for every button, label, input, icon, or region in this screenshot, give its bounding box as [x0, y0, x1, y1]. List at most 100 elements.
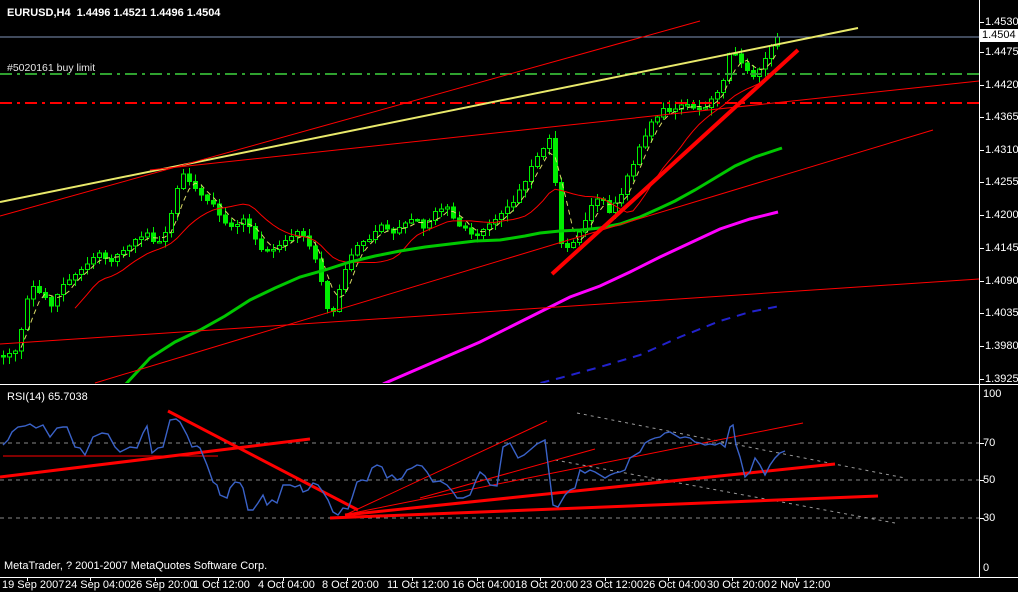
main-plot-layer: [1, 32, 783, 383]
green-ma: [124, 146, 783, 383]
candle-up: [235, 224, 240, 228]
chart-title: EURUSD,H4 1.4496 1.4521 1.4496 1.4504: [7, 7, 221, 19]
candle-down: [415, 218, 420, 222]
candle-up: [337, 289, 342, 312]
candle-up: [79, 269, 84, 275]
candle-up: [619, 194, 624, 204]
candle-up: [19, 329, 24, 352]
rsi-panel-area[interactable]: [0, 385, 979, 577]
time-axis-label: 2 Nov 12:00: [771, 579, 831, 591]
candle-down: [199, 188, 204, 196]
blue-dashed-line: [536, 305, 781, 383]
candle-up: [625, 175, 630, 196]
candle-down: [265, 249, 270, 252]
red-trendline-thick: [550, 48, 800, 276]
time-axis-label: 18 Oct 20:00: [515, 579, 578, 591]
time-axis-label: 1 Oct 12:00: [193, 579, 250, 591]
candle-up: [55, 294, 60, 307]
candle-down: [109, 257, 114, 263]
candle-up: [271, 249, 276, 252]
candle-down: [697, 107, 702, 111]
candle-down: [565, 243, 570, 248]
candle-up: [511, 201, 516, 208]
candle-up: [595, 198, 600, 207]
candle-down: [421, 219, 426, 229]
candle-up: [355, 244, 360, 256]
candle-down: [229, 222, 234, 228]
candle-up: [433, 211, 438, 222]
rsi-axis-label: 50: [983, 474, 996, 486]
candle-up: [289, 235, 294, 241]
red-support-fan: [94, 129, 934, 384]
red-support-long: [0, 278, 980, 345]
price-axis-label: 1.4035: [985, 307, 1018, 319]
candle-up: [523, 181, 528, 191]
candle-up: [373, 231, 378, 240]
candle-up: [277, 245, 282, 251]
candle-down: [211, 199, 216, 205]
candle-up: [541, 148, 546, 157]
candle-down: [301, 230, 306, 237]
candle-up: [145, 232, 150, 238]
price-axis-label: 1.4530: [985, 16, 1018, 28]
rsi-red-asc-shallow: [329, 494, 879, 520]
candle-down: [607, 200, 612, 213]
rsi-axis-label: 70: [983, 437, 996, 449]
candle-up: [445, 206, 450, 210]
candle-up: [481, 229, 486, 236]
candle-up: [547, 138, 552, 150]
yellow-trendline: [0, 27, 859, 203]
candle-down: [247, 218, 252, 227]
candle-up: [121, 249, 126, 256]
candle-down: [667, 107, 672, 113]
candle-down: [313, 245, 318, 260]
candle-up: [379, 224, 384, 233]
rsi-axis-label: 30: [983, 512, 996, 524]
candle-down: [37, 285, 42, 294]
price-axis-label: 1.4200: [985, 209, 1018, 221]
candle-up: [409, 218, 414, 224]
candle-up: [67, 279, 72, 285]
rsi-red-asc-mid: [344, 462, 836, 517]
price-axis-label: 1.4090: [985, 275, 1018, 287]
time-axis-label: 4 Oct 04:00: [258, 579, 315, 591]
candle-down: [553, 138, 558, 183]
candle-up: [505, 206, 510, 215]
ma-slow-red: [74, 69, 778, 309]
candle-up: [127, 245, 132, 251]
candle-up: [367, 238, 372, 242]
price-axis-label: 1.4310: [985, 144, 1018, 156]
candle-down: [745, 62, 750, 72]
candle-down: [325, 280, 330, 309]
candle-up: [7, 352, 12, 358]
price-axis-label: 1.4420: [985, 79, 1018, 91]
candle-up: [397, 227, 402, 234]
rsi-red-desc-thick: [167, 409, 359, 512]
candle-up: [157, 240, 162, 244]
candle-down: [463, 225, 468, 229]
price-axis-label: 1.3980: [985, 340, 1018, 352]
candle-down: [259, 238, 264, 251]
candle-up: [715, 91, 720, 100]
time-axis-label: 26 Sep 20:00: [130, 579, 196, 591]
rsi-red-asc-thin-short: [419, 448, 596, 499]
candle-up: [529, 166, 534, 183]
candle-down: [253, 225, 258, 240]
candle-up: [133, 239, 138, 247]
candle-down: [469, 227, 474, 235]
candle-down: [223, 214, 228, 224]
main-chart-area[interactable]: [0, 0, 979, 384]
candle-up: [721, 80, 726, 93]
candle-up: [115, 254, 120, 263]
price-axis-label: 1.4475: [985, 46, 1018, 58]
candle-down: [307, 235, 312, 247]
candle-up: [517, 189, 522, 203]
buy-limit-order-label: #5020161 buy limit: [7, 62, 96, 74]
candle-up: [139, 236, 144, 241]
candle-up: [499, 213, 504, 221]
rsi-line: [2, 418, 786, 516]
candle-up: [73, 273, 78, 281]
candle-up: [295, 230, 300, 237]
